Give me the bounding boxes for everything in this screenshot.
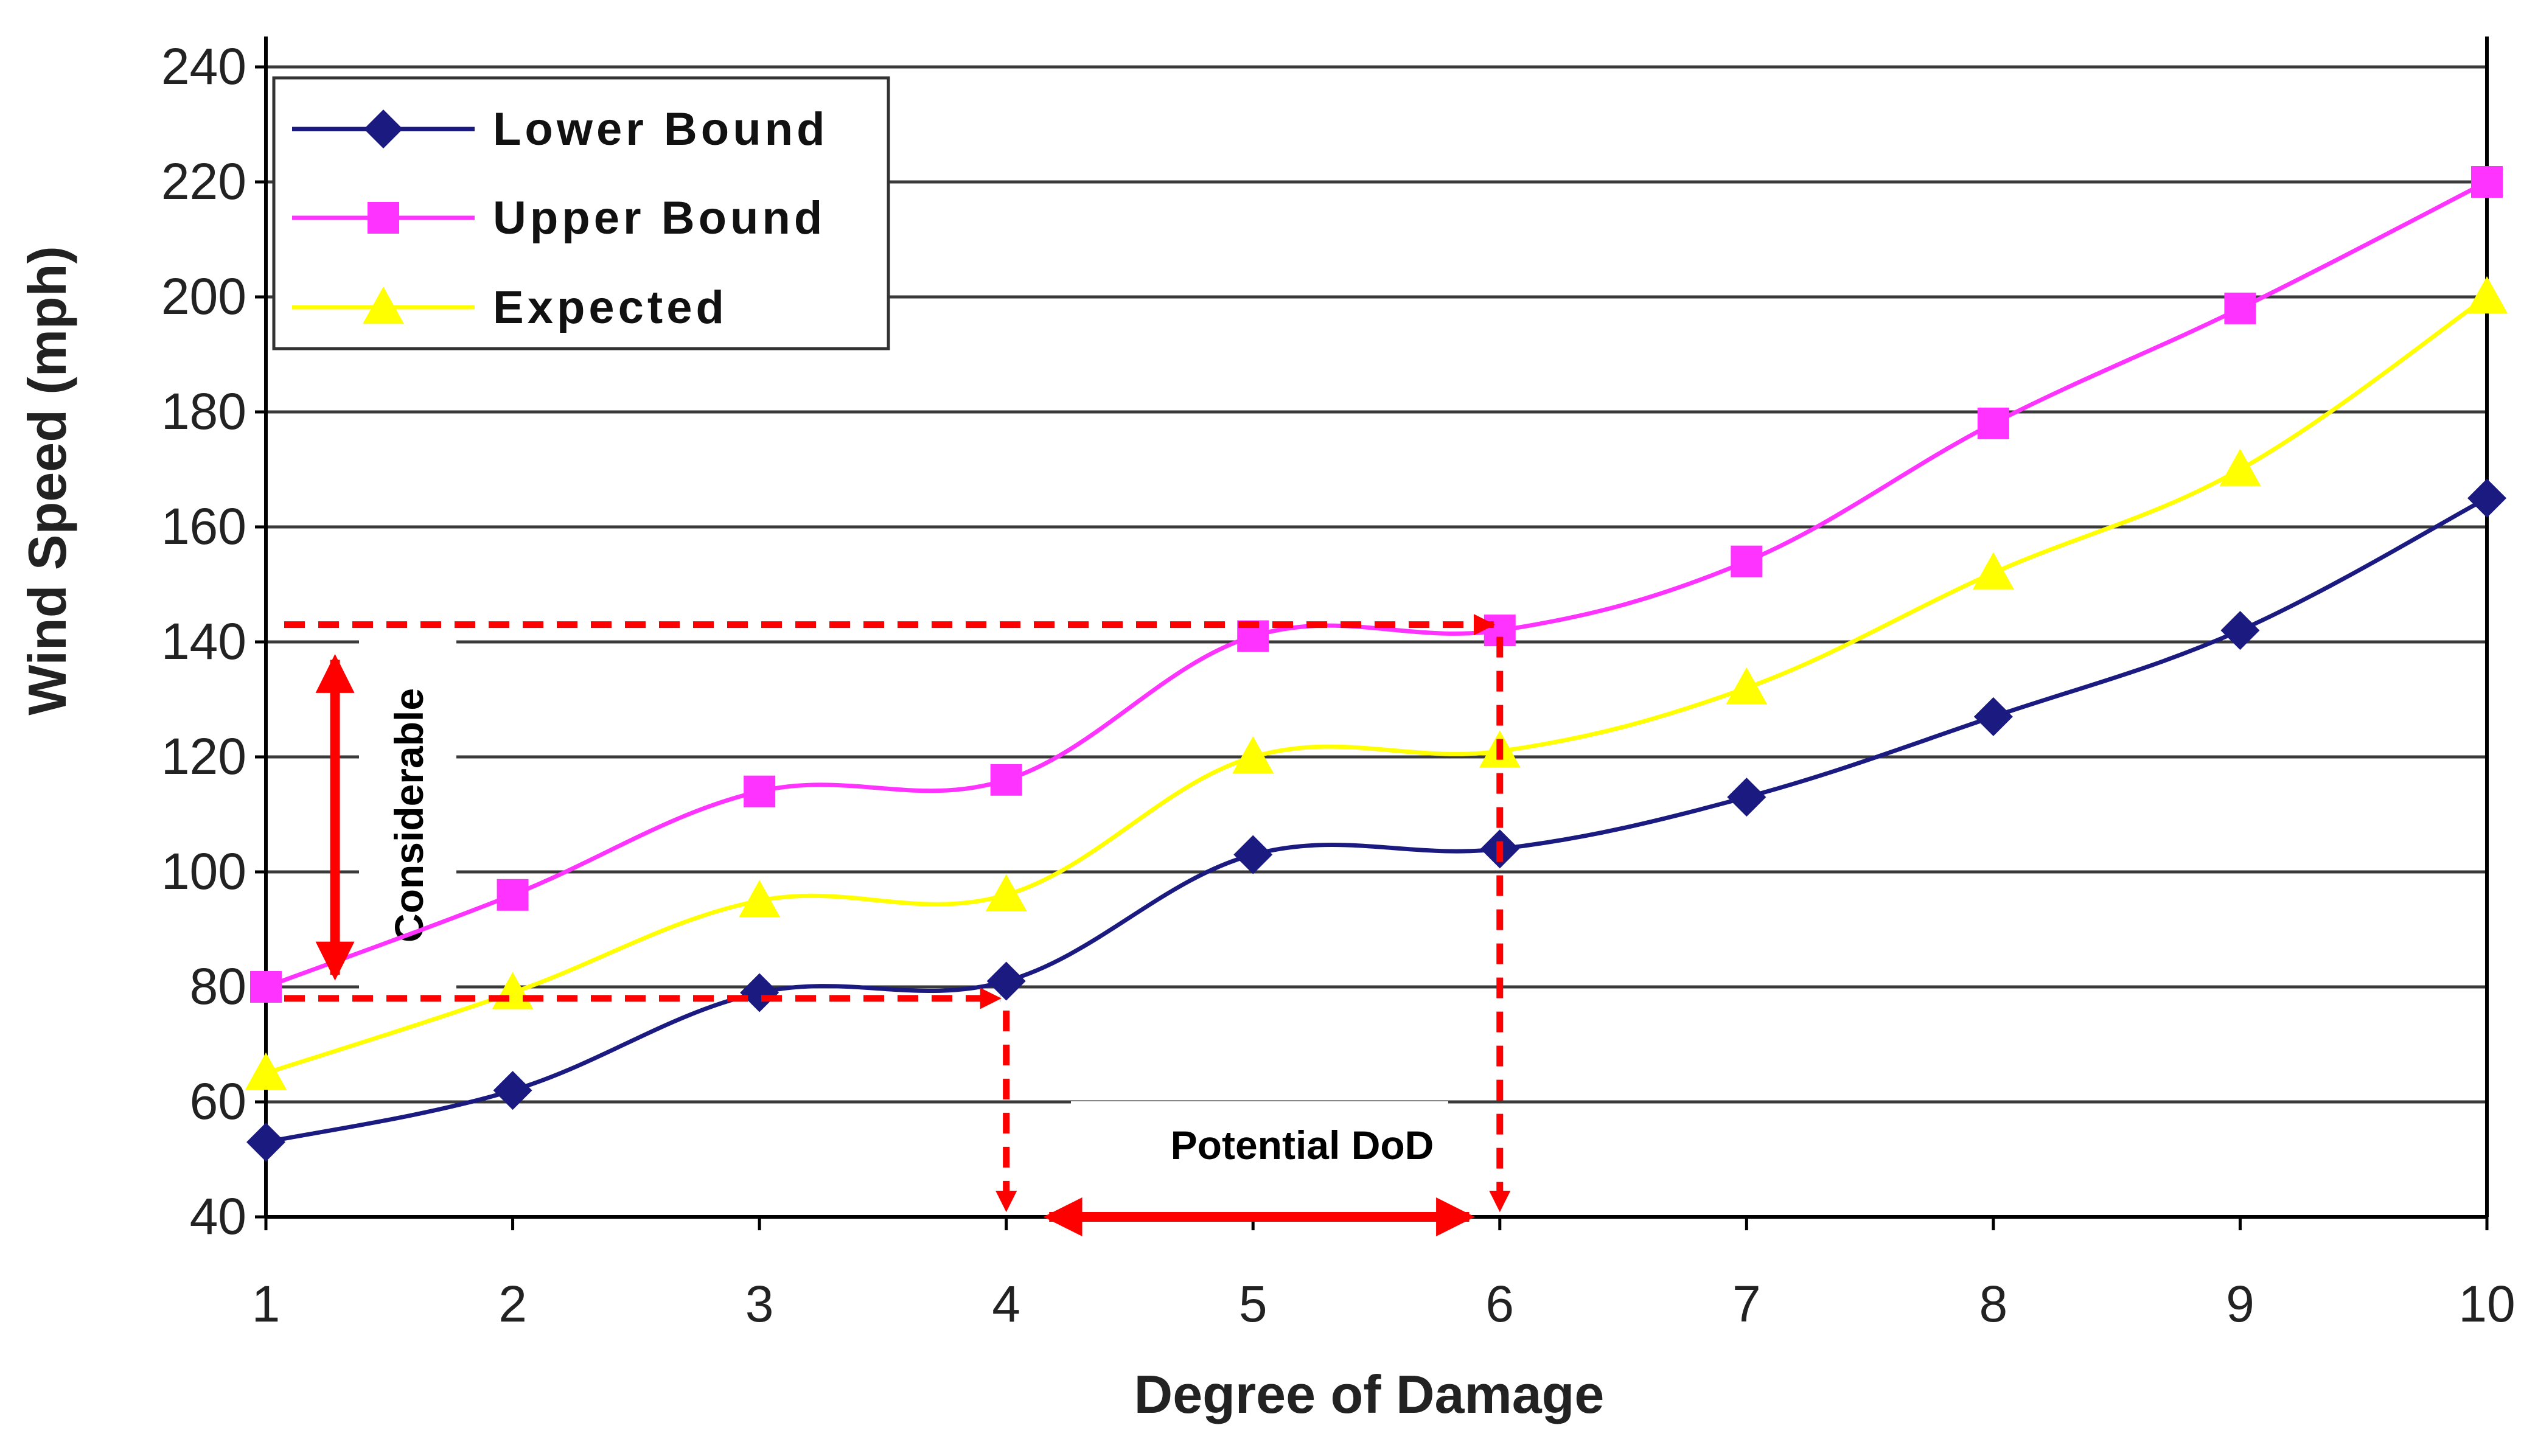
potential-dod-label-background [1071, 1101, 1448, 1205]
annotation-arrows [284, 614, 1511, 1236]
x-axis-title: Degree of Damage [1134, 1364, 1605, 1424]
x-tick-label-7: 7 [1732, 1275, 1761, 1332]
point-lower-bound-7 [1727, 778, 1766, 817]
series-line-upper-bound [265, 179, 2488, 989]
y-tick-labels: 40 60 80 100 120 140 160 180 200 220 240 [161, 38, 246, 1245]
x-tick-label-1: 1 [252, 1275, 281, 1332]
point-lower-bound-9 [2220, 611, 2260, 650]
point-expected-2 [492, 972, 534, 1009]
legend-item-expected: Expected [292, 282, 728, 333]
considerable-label: Considerable [386, 688, 431, 942]
y-tick-label-200: 200 [161, 268, 246, 325]
point-upper-bound-9 [2224, 292, 2256, 324]
y-tick-label-140: 140 [161, 613, 246, 670]
x-tick-label-5: 5 [1239, 1275, 1268, 1332]
y-tick-label-40: 40 [190, 1188, 246, 1245]
point-upper-bound-10 [2471, 166, 2503, 198]
point-expected-7 [1726, 667, 1768, 705]
point-expected-5 [1232, 736, 1274, 774]
point-expected-10 [2466, 276, 2508, 314]
x-tick-label-2: 2 [498, 1275, 527, 1332]
x-tick-label-10: 10 [2458, 1275, 2515, 1332]
point-expected-9 [2219, 448, 2261, 486]
annotations: Considerable Potential DoD [359, 627, 1448, 1205]
legend-swatch-marker-upper-bound [368, 202, 399, 234]
x-tick-label-4: 4 [992, 1275, 1020, 1332]
point-upper-bound-8 [1977, 407, 2009, 439]
point-upper-bound-3 [744, 775, 776, 807]
legend-swatch-marker-expected [363, 287, 404, 324]
point-upper-bound-2 [497, 879, 529, 911]
point-expected-4 [985, 874, 1027, 911]
point-expected-8 [1972, 552, 2014, 590]
series-line-expected [265, 295, 2489, 1076]
point-expected-3 [739, 880, 781, 918]
x-tick-label-3: 3 [745, 1275, 774, 1332]
point-upper-bound-4 [990, 764, 1022, 796]
series-line-lower-bound [265, 496, 2488, 1144]
point-lower-bound-3 [740, 973, 779, 1012]
legend: Lower Bound Upper Bound Expected [272, 76, 890, 350]
point-lower-bound-10 [2467, 478, 2506, 518]
y-axis-title: Wind Speed (mph) [17, 246, 77, 716]
y-tick-label-120: 120 [161, 728, 246, 785]
legend-label-expected: Expected [493, 282, 728, 333]
point-lower-bound-2 [493, 1071, 532, 1110]
series-expected [245, 276, 2508, 1090]
point-upper-bound-1 [250, 971, 282, 1003]
data-series [245, 166, 2508, 1162]
potential-dod-label: Potential DoD [1171, 1123, 1434, 1168]
legend-label-upper-bound: Upper Bound [493, 192, 826, 244]
point-lower-bound-1 [246, 1123, 285, 1162]
point-lower-bound-5 [1233, 835, 1273, 874]
series-upper-bound [250, 166, 2503, 1003]
y-tick-label-220: 220 [161, 153, 246, 210]
y-tick-label-160: 160 [161, 498, 246, 555]
considerable-label-background [359, 627, 456, 1004]
point-upper-bound-7 [1731, 545, 1763, 577]
y-tick-label-180: 180 [161, 383, 246, 440]
y-tick-label-80: 80 [190, 958, 246, 1015]
x-tick-label-6: 6 [1485, 1275, 1514, 1332]
x-tick-label-9: 9 [2226, 1275, 2254, 1332]
legend-item-lower-bound: Lower Bound [292, 103, 829, 155]
gridlines [266, 65, 2487, 1104]
x-tick-labels: 1 2 3 4 5 6 7 8 9 10 [252, 1275, 2516, 1332]
legend-swatch-marker-lower-bound [364, 110, 403, 148]
point-expected-1 [245, 1052, 287, 1090]
y-tick-label-60: 60 [190, 1073, 246, 1130]
y-tick-label-240: 240 [161, 38, 246, 95]
y-tick-label-100: 100 [161, 843, 246, 900]
x-tick-label-8: 8 [1979, 1275, 2008, 1332]
series-lower-bound [246, 478, 2506, 1162]
legend-item-upper-bound: Upper Bound [292, 192, 826, 244]
legend-label-lower-bound: Lower Bound [493, 103, 829, 155]
point-lower-bound-8 [1973, 697, 2013, 736]
point-lower-bound-4 [986, 961, 1026, 1001]
